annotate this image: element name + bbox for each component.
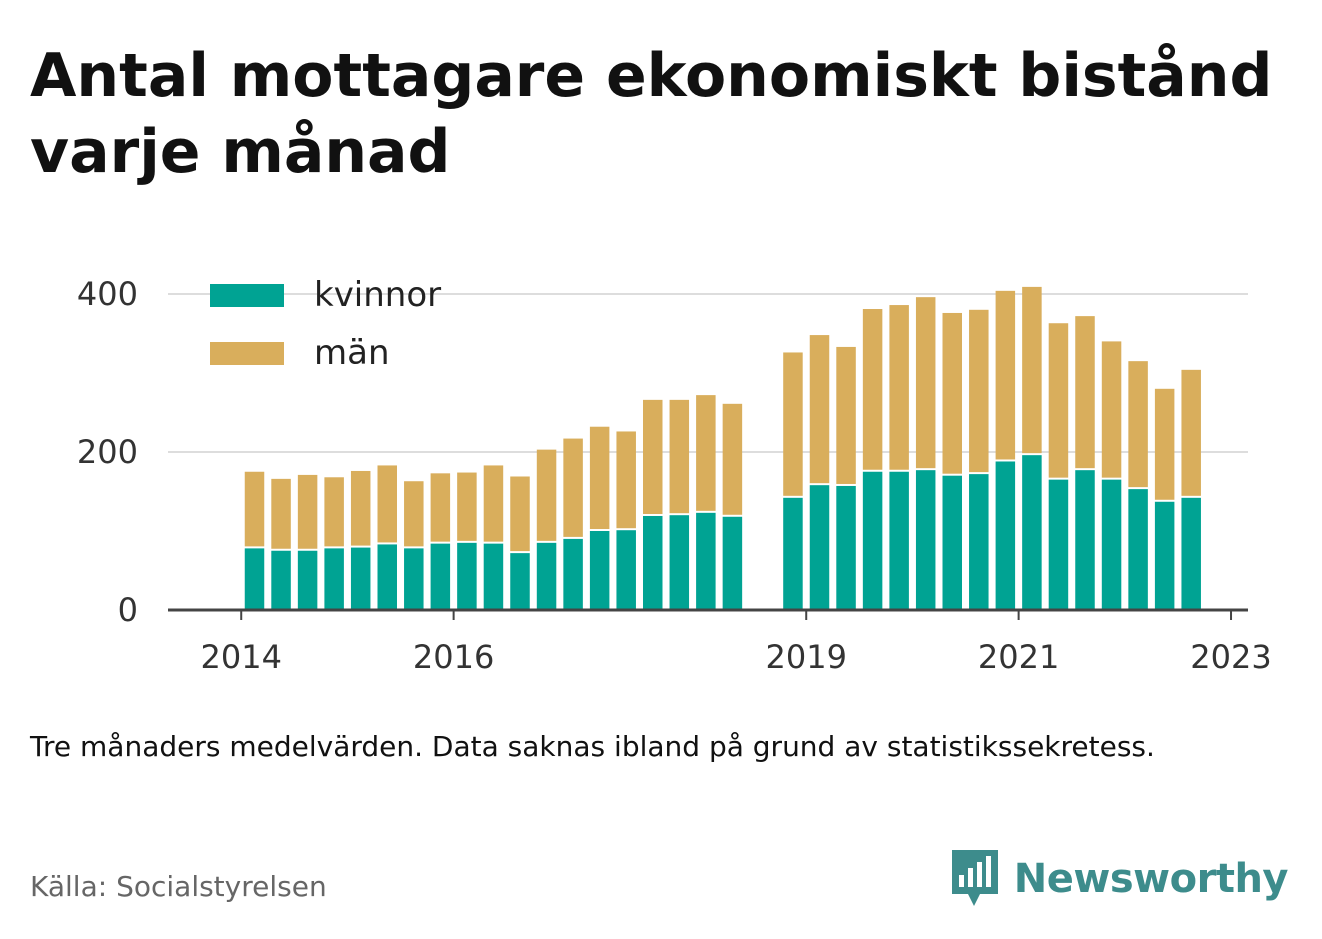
- legend-swatch: [210, 342, 284, 365]
- bar-man: [1048, 323, 1069, 478]
- brand[interactable]: Newsworthy: [950, 848, 1289, 910]
- bar-kvinnor: [563, 538, 583, 610]
- bar-man: [404, 481, 424, 547]
- bar-kvinnor: [457, 542, 477, 610]
- y-tick-label: 400: [77, 275, 138, 313]
- bar-kvinnor: [722, 516, 743, 610]
- y-tick-label: 0: [118, 591, 138, 629]
- legend-label: kvinnor: [314, 275, 441, 315]
- newsworthy-logo-icon: [951, 850, 998, 906]
- bar-man: [942, 312, 962, 474]
- bar-man: [969, 309, 989, 473]
- bar-man: [809, 335, 830, 484]
- bar-kvinnor: [836, 485, 856, 610]
- bar-kvinnor: [862, 471, 883, 610]
- chart-title: Antal mottagare ekonomiskt bistånd varje…: [30, 41, 1273, 187]
- bar-kvinnor: [324, 548, 344, 610]
- bar-man: [1022, 286, 1042, 454]
- bar-kvinnor: [915, 470, 936, 610]
- bar-kvinnor: [1101, 479, 1122, 610]
- legend-swatch: [210, 284, 284, 307]
- bar-kvinnor: [536, 542, 557, 610]
- bar-kvinnor: [969, 474, 989, 610]
- bar-kvinnor: [1181, 497, 1201, 610]
- bars: [244, 286, 1201, 610]
- bar-kvinnor: [244, 548, 265, 610]
- brand-name: Newsworthy: [1013, 856, 1289, 902]
- bar-man: [783, 352, 803, 496]
- x-tick-label: 2019: [766, 638, 847, 676]
- bar-kvinnor: [483, 543, 504, 610]
- bar-man: [324, 477, 344, 547]
- bar-kvinnor: [1154, 501, 1175, 610]
- bar-kvinnor: [589, 531, 610, 610]
- bar-man: [1075, 316, 1095, 469]
- bar-chart: 0 200 400 2014 2016 2019 2021 2023 kvinnor män: [77, 275, 1272, 676]
- x-tick-label: 2021: [978, 638, 1059, 676]
- legend-label: män: [314, 333, 390, 373]
- bar-man: [1128, 361, 1148, 488]
- bar-man: [536, 449, 557, 541]
- bar-man: [271, 478, 291, 549]
- bar-man: [862, 309, 883, 470]
- bar-man: [995, 290, 1016, 460]
- bar-man: [696, 395, 716, 511]
- bar-kvinnor: [995, 461, 1016, 610]
- bar-man: [430, 473, 451, 542]
- bar-kvinnor: [297, 550, 318, 610]
- bar-kvinnor: [809, 485, 830, 610]
- bar-man: [643, 399, 663, 514]
- bar-man: [1154, 388, 1175, 500]
- bar-man: [510, 476, 530, 552]
- bar-man: [669, 399, 690, 514]
- bar-kvinnor: [1022, 455, 1042, 610]
- bar-kvinnor: [669, 515, 690, 610]
- chart-note: Tre månaders medelvärden. Data saknas ib…: [30, 730, 1155, 763]
- bar-kvinnor: [696, 512, 716, 610]
- bar-man: [616, 431, 636, 529]
- bar-man: [836, 346, 856, 484]
- y-tick-label: 200: [77, 433, 138, 471]
- bar-man: [244, 471, 265, 547]
- legend: kvinnor män: [210, 275, 441, 373]
- bar-man: [483, 465, 504, 542]
- axes: 0 200 400 2014 2016 2019 2021 2023: [77, 275, 1272, 676]
- x-tick-label: 2016: [413, 638, 494, 676]
- bar-man: [1101, 341, 1122, 478]
- x-tick-label: 2014: [201, 638, 282, 676]
- bar-man: [589, 426, 610, 529]
- bar-man: [889, 305, 909, 470]
- bar-kvinnor: [1075, 470, 1095, 610]
- bar-kvinnor: [1128, 489, 1148, 610]
- bar-kvinnor: [430, 543, 451, 610]
- bar-kvinnor: [889, 471, 909, 610]
- bar-man: [722, 403, 743, 515]
- bar-kvinnor: [942, 475, 962, 610]
- bar-man: [915, 297, 936, 469]
- source-label: Källa: Socialstyrelsen: [30, 870, 327, 903]
- bar-kvinnor: [643, 515, 663, 610]
- bar-kvinnor: [350, 547, 371, 610]
- bar-kvinnor: [271, 550, 291, 610]
- bar-kvinnor: [404, 548, 424, 610]
- bar-kvinnor: [510, 553, 530, 610]
- bar-man: [350, 470, 371, 546]
- bar-man: [457, 472, 477, 541]
- bar-kvinnor: [1048, 479, 1069, 610]
- bar-man: [377, 465, 397, 543]
- bar-kvinnor: [377, 544, 397, 610]
- bar-kvinnor: [616, 530, 636, 610]
- x-tick-label: 2023: [1190, 638, 1271, 676]
- bar-man: [563, 438, 583, 537]
- bar-kvinnor: [783, 497, 803, 610]
- bar-man: [297, 474, 318, 549]
- bar-man: [1181, 369, 1201, 496]
